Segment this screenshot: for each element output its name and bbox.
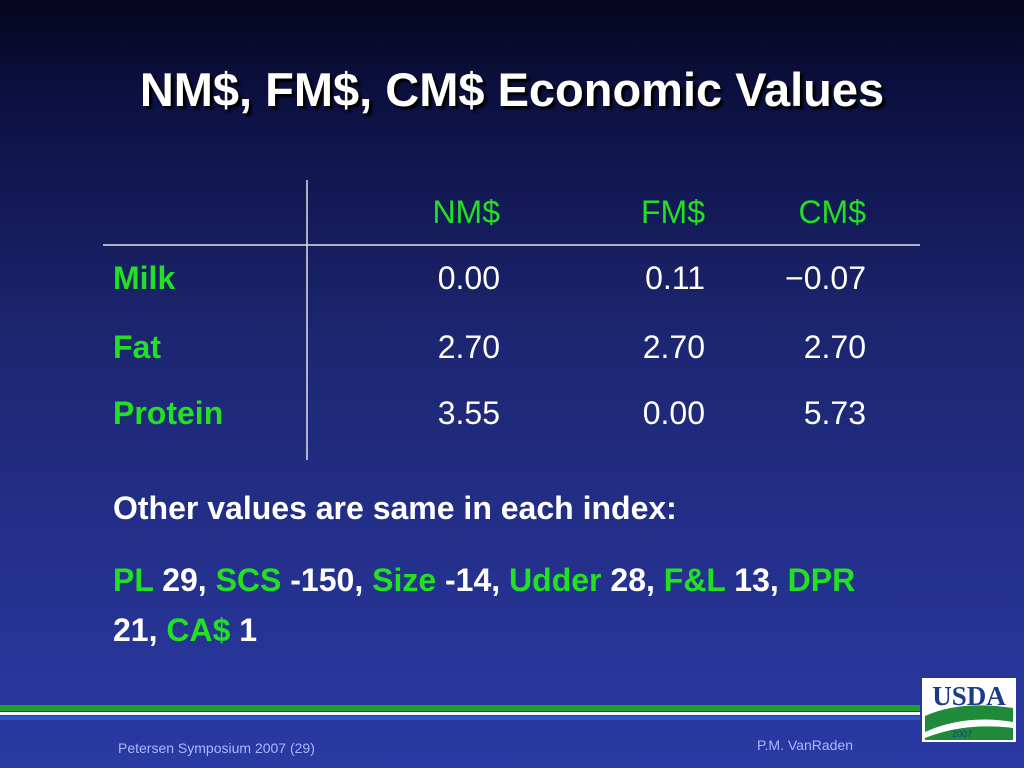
cell-value: −0.07: [785, 260, 866, 296]
trait-value: -150,: [290, 562, 364, 598]
logo-swoosh: [925, 726, 1013, 740]
trait-name: Udder: [509, 562, 602, 598]
logo-text: USDA: [932, 681, 1006, 711]
cell-value: 2.70: [803, 329, 866, 365]
trait-value: -14,: [445, 562, 501, 598]
trait-name: DPR: [787, 562, 856, 598]
logo-swoosh: [925, 705, 1013, 732]
column-header: NM$: [432, 194, 500, 230]
trait-value: 13,: [734, 562, 779, 598]
cell-value: 0.11: [645, 260, 705, 296]
row-label: Fat: [113, 329, 161, 365]
cell-value: 2.70: [437, 329, 500, 365]
row-label: Milk: [113, 260, 176, 296]
cell-value: 0.00: [642, 395, 705, 431]
cell-value: 0.00: [437, 260, 500, 296]
column-header: FM$: [641, 194, 705, 230]
footer-right: P.M. VanRaden: [757, 737, 853, 753]
footer-bar-green: [0, 705, 920, 711]
trait-name: F&L: [663, 562, 726, 598]
row-label: Protein: [113, 395, 224, 431]
note: Other values are same in each index:: [113, 490, 677, 526]
trait-name: PL: [113, 562, 154, 598]
trait-name: Size: [372, 562, 437, 598]
trait-value: 21,: [113, 612, 158, 648]
footer-bar-white: [0, 712, 920, 715]
slide-title: NM$, FM$, CM$ Economic Values: [139, 63, 885, 116]
usda-logo: USDA 2007: [922, 678, 1016, 742]
column-header: CM$: [798, 194, 866, 230]
trait-value: 1: [239, 612, 258, 648]
trait-value: 28,: [610, 562, 655, 598]
footer-bar-blue: [0, 716, 920, 720]
logo-year: 2007: [952, 729, 972, 739]
trait-value: 29,: [162, 562, 207, 598]
cell-value: 3.55: [437, 395, 500, 431]
other-values: PL 29, SCS -150, Size -14, Udder 28, F&L…: [113, 555, 903, 655]
footer-left: Petersen Symposium 2007 (29): [118, 740, 315, 756]
trait-name: SCS: [215, 562, 282, 598]
cell-value: 5.73: [803, 395, 866, 431]
cell-value: 2.70: [642, 329, 705, 365]
trait-name: CA$: [166, 612, 231, 648]
